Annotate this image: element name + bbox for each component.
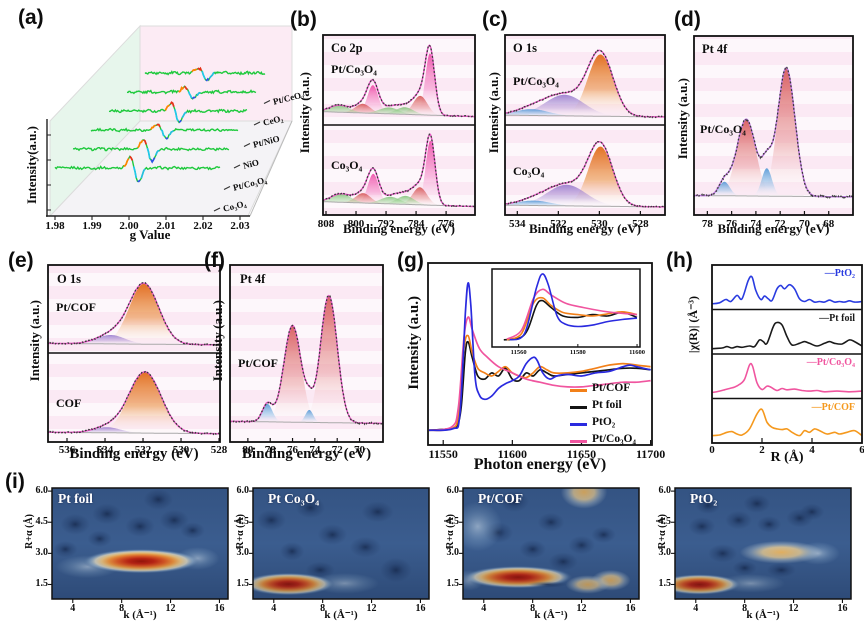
panel-g [427, 262, 653, 446]
panel-e [47, 264, 221, 443]
panel-h [711, 264, 863, 444]
panel-d [693, 35, 854, 216]
panel-b [322, 34, 476, 216]
panel-a [46, 24, 293, 220]
wt-plot-0 [48, 487, 229, 603]
wt-plot-2 [459, 487, 640, 603]
wt-plot-1 [249, 487, 430, 603]
panel-c [504, 34, 666, 216]
panel-f [229, 264, 384, 443]
wt-plot-3 [671, 487, 852, 603]
